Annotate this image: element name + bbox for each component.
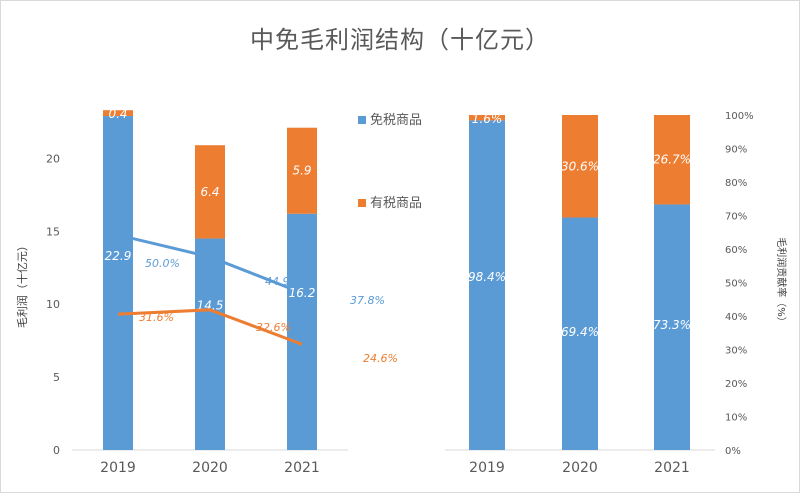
right-y-tick-label: 80% xyxy=(725,178,747,189)
right-y-tick-label: 100% xyxy=(725,111,754,122)
right-bar-label-duty-paid: 26.7% xyxy=(653,153,691,167)
legend-label: 有税商品 xyxy=(370,196,422,211)
right-bar-duty-free xyxy=(562,217,598,450)
right-y-tick-label: 70% xyxy=(725,212,747,223)
right-x-tick-label: 2020 xyxy=(562,460,598,476)
left-bar-label-duty-paid: 0.4 xyxy=(108,107,127,121)
left-x-tick-label: 2019 xyxy=(100,460,136,476)
right-y-tick-label: 20% xyxy=(725,379,747,390)
left-bar-duty-paid xyxy=(103,110,133,117)
margin-line-duty-free xyxy=(117,233,289,289)
right-y-tick-label: 0% xyxy=(725,446,741,457)
right-bar-label-duty-paid: 1.6% xyxy=(472,112,503,126)
legend-swatch xyxy=(358,199,366,207)
margin-line-duty-paid xyxy=(117,308,303,346)
right-x-tick-label: 2019 xyxy=(469,460,505,476)
right-y-tick-label: 10% xyxy=(725,413,747,424)
left-y-tick-label: 0 xyxy=(53,444,60,457)
left-bar-duty-paid xyxy=(287,127,317,214)
right-y-tick-label: 30% xyxy=(725,346,747,357)
left-bar-duty-free xyxy=(287,213,317,450)
left-bar-label-duty-free: 16.2 xyxy=(289,286,316,300)
left-y-tick-label: 5 xyxy=(53,371,60,384)
right-bar-label-duty-free: 73.3% xyxy=(653,318,691,332)
right-bar-label-duty-free: 98.4% xyxy=(468,270,506,284)
right-bar-duty-paid xyxy=(562,115,598,218)
left-x-tick-label: 2020 xyxy=(192,460,228,476)
right-bar-duty-paid xyxy=(469,115,505,121)
right-bar-duty-free xyxy=(469,120,505,451)
margin-line-label: 37.8% xyxy=(350,294,385,307)
right-bar-label-duty-paid: 30.6% xyxy=(561,159,599,173)
margin-line-label: 31.6% xyxy=(139,311,174,324)
right-y-tick-label: 60% xyxy=(725,245,747,256)
legend-label: 免税商品 xyxy=(370,113,422,128)
left-bar-label-duty-paid: 6.4 xyxy=(200,185,219,199)
margin-line-label: 32.6% xyxy=(256,321,291,334)
left-bar-label-duty-paid: 5.9 xyxy=(292,164,311,178)
left-bar-duty-free xyxy=(195,238,225,450)
left-bar-duty-free xyxy=(103,116,133,451)
right-bar-duty-paid xyxy=(654,115,690,205)
left-bar-label-duty-free: 22.9 xyxy=(105,249,132,263)
right-y-tick-label: 50% xyxy=(725,279,747,290)
left-bar-duty-paid xyxy=(195,145,225,239)
margin-line-label: 24.6% xyxy=(363,352,398,365)
chart-title: 中免毛利润结构（十亿元） xyxy=(250,26,550,54)
right-x-tick-label: 2021 xyxy=(654,460,690,476)
right-bar-duty-free xyxy=(654,204,690,450)
left-x-tick-label: 2021 xyxy=(284,460,320,476)
margin-line-label: 44.9% xyxy=(265,275,300,288)
left-y-tick-label: 20 xyxy=(46,152,60,165)
right-bar-label-duty-free: 69.4% xyxy=(561,325,599,339)
left-y-tick-label: 15 xyxy=(46,225,60,238)
margin-line-label: 50.0% xyxy=(145,257,180,270)
left-y-axis-label: 毛利润（十亿元） xyxy=(15,240,29,328)
legend-swatch xyxy=(358,116,366,124)
right-y-axis-label: 毛利润贡献率（%） xyxy=(775,237,788,327)
right-y-tick-label: 40% xyxy=(725,312,747,323)
right-y-tick-label: 90% xyxy=(725,145,747,156)
left-y-tick-label: 10 xyxy=(46,298,60,311)
